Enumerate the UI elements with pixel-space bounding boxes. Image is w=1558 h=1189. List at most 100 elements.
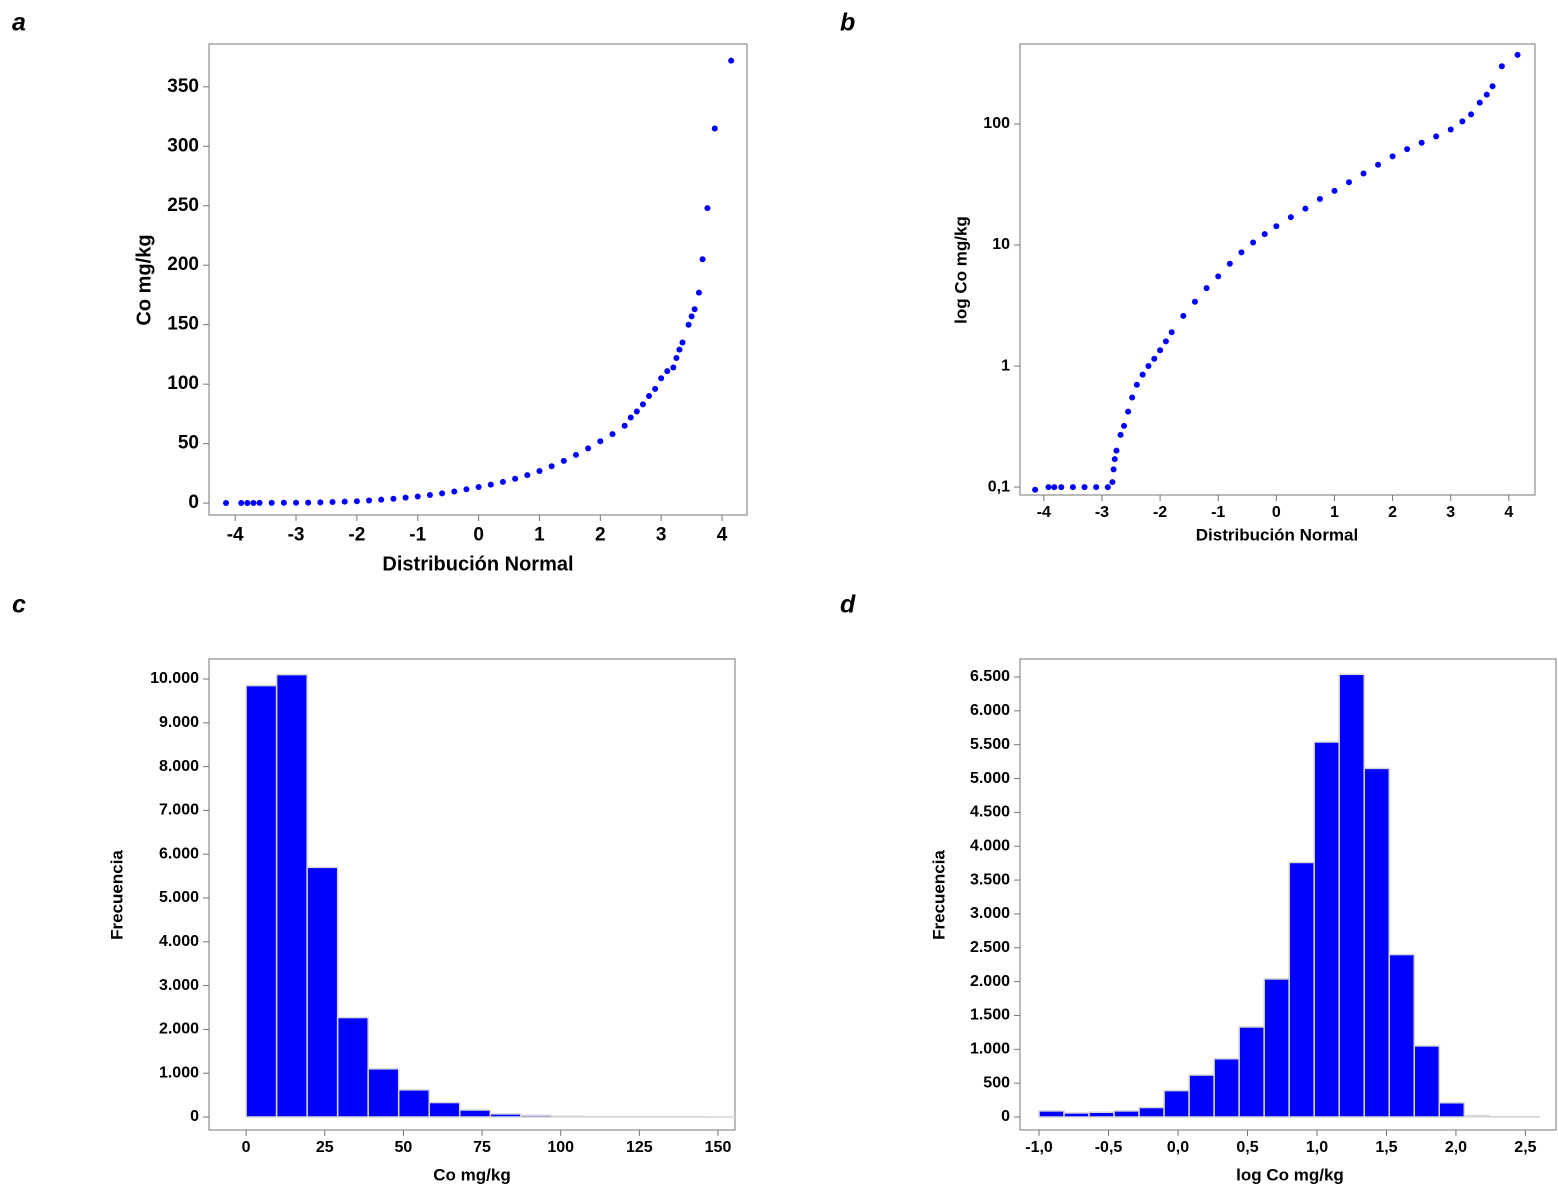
- y-tick-label: 3.000: [970, 905, 1010, 922]
- x-tick-label: 4: [1504, 504, 1513, 521]
- point: [244, 499, 251, 506]
- point: [585, 445, 592, 452]
- bar: [1113, 1110, 1140, 1118]
- point: [1191, 298, 1198, 305]
- point: [1389, 153, 1396, 160]
- x-tick-label: 0,0: [1167, 1139, 1189, 1156]
- y-tick-label: 200: [167, 254, 199, 275]
- bar: [275, 673, 308, 1118]
- y-tick-label: 4.500: [970, 804, 1010, 821]
- bar: [1088, 1111, 1115, 1118]
- y-tick-label: 0: [188, 492, 199, 513]
- bar: [1063, 1112, 1090, 1118]
- point: [597, 438, 604, 445]
- x-tick-label: -4: [227, 524, 244, 545]
- point: [223, 499, 230, 506]
- y-tick-label: 2.000: [970, 973, 1010, 990]
- point: [1058, 484, 1065, 491]
- point: [1125, 408, 1132, 415]
- y-tick-label: 100: [983, 115, 1010, 132]
- x-tick-label: 0: [473, 524, 484, 545]
- point: [1250, 239, 1257, 246]
- bar: [1438, 1102, 1466, 1118]
- y-tick-label: 1: [1001, 357, 1010, 374]
- point: [1273, 223, 1280, 230]
- point: [1468, 111, 1475, 118]
- point: [646, 393, 653, 400]
- y-tick-label: 6.000: [159, 845, 199, 862]
- point: [1498, 63, 1505, 70]
- x-tick-label: 4: [717, 524, 728, 545]
- point: [1180, 312, 1187, 319]
- x-axis-label: log Co mg/kg: [1236, 1165, 1344, 1184]
- point: [699, 256, 706, 263]
- point: [1110, 466, 1117, 473]
- point: [1215, 273, 1222, 280]
- y-tick-label: 4.000: [159, 933, 199, 950]
- point: [652, 385, 659, 392]
- x-tick-label: -1: [1211, 504, 1225, 521]
- x-tick-label: 1: [534, 524, 545, 545]
- point: [670, 364, 677, 371]
- point: [268, 499, 275, 506]
- y-tick-label: 3.500: [970, 871, 1010, 888]
- bar: [1388, 953, 1416, 1118]
- bar: [1263, 978, 1290, 1118]
- point: [439, 490, 446, 497]
- y-tick-label: 150: [167, 314, 199, 335]
- point: [305, 499, 312, 506]
- y-tick-label: 500: [983, 1074, 1010, 1091]
- y-tick-label: 7.000: [159, 802, 199, 819]
- x-tick-label: 1,5: [1375, 1139, 1397, 1156]
- bar: [1138, 1106, 1165, 1118]
- bar: [245, 684, 278, 1118]
- point: [353, 498, 360, 505]
- y-axis-label: Frecuencia: [929, 850, 948, 940]
- x-tick-label: 2,0: [1445, 1139, 1467, 1156]
- point: [1331, 187, 1338, 194]
- x-tick-label: 3: [1446, 504, 1455, 521]
- point: [728, 57, 735, 64]
- x-tick-label: -3: [1095, 504, 1109, 521]
- y-tick-label: 9.000: [159, 714, 199, 731]
- point: [1302, 205, 1309, 212]
- point: [1433, 133, 1440, 140]
- x-tick-label: 2,5: [1514, 1139, 1536, 1156]
- point: [1145, 363, 1152, 370]
- y-tick-label: 0: [1001, 1108, 1010, 1125]
- bar: [458, 1109, 491, 1118]
- y-tick-label: 1.000: [159, 1064, 199, 1081]
- point: [499, 478, 506, 485]
- y-tick-label: 10: [992, 236, 1010, 253]
- plot-frame: [1019, 658, 1557, 1131]
- point: [426, 492, 433, 499]
- plot-frame: [208, 43, 748, 516]
- point: [1051, 484, 1058, 491]
- point: [704, 205, 711, 212]
- bar: [489, 1113, 522, 1118]
- bar: [1038, 1110, 1065, 1118]
- point: [572, 451, 579, 458]
- point: [679, 339, 686, 346]
- point: [621, 422, 628, 429]
- point: [1375, 161, 1382, 168]
- point: [1045, 484, 1052, 491]
- point: [1104, 484, 1111, 491]
- point: [1157, 347, 1164, 354]
- bar: [1288, 861, 1315, 1118]
- bar: [1188, 1074, 1215, 1118]
- y-tick-label: 4.000: [970, 837, 1010, 854]
- bar: [1213, 1058, 1240, 1118]
- point: [1162, 338, 1169, 345]
- y-tick-label: 50: [178, 433, 199, 454]
- x-tick-label: 125: [626, 1139, 653, 1156]
- point: [1476, 99, 1483, 106]
- y-tick-label: 5.500: [970, 736, 1010, 753]
- point: [1418, 139, 1425, 146]
- plot-frame: [1019, 43, 1536, 496]
- x-tick-label: 1: [1330, 504, 1339, 521]
- point: [1238, 249, 1245, 256]
- point: [293, 499, 300, 506]
- y-tick-label: 100: [167, 373, 199, 394]
